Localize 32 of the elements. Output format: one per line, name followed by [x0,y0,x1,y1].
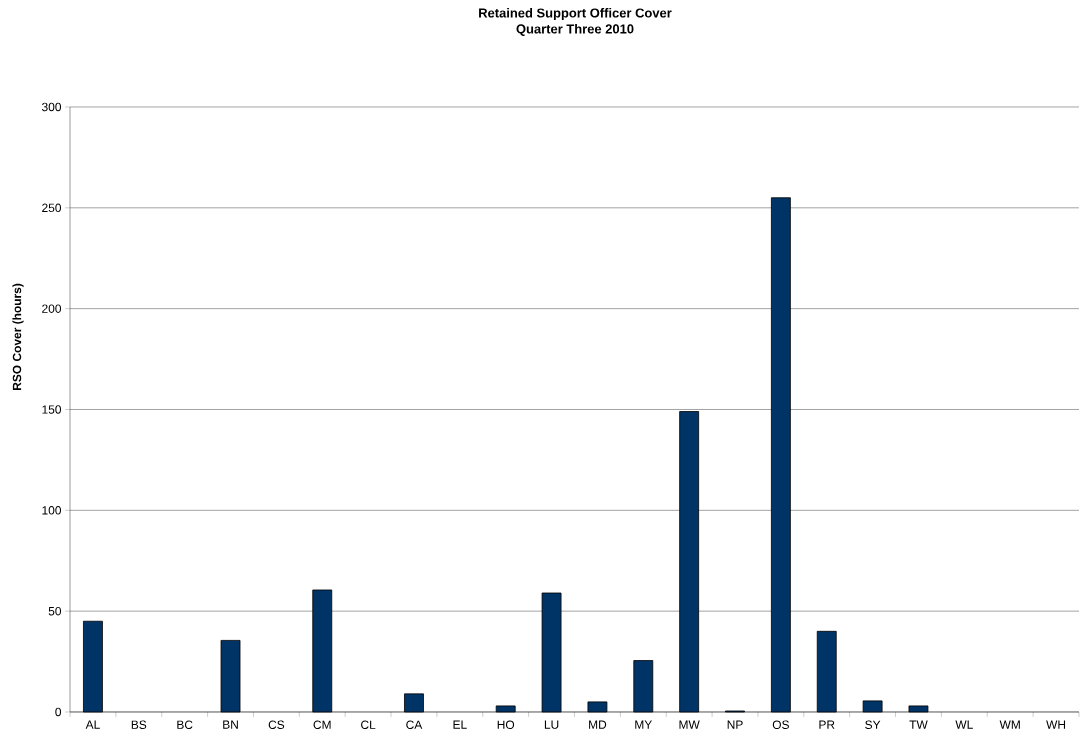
x-tick-label: WM [999,720,1020,729]
x-tick-label: BC [177,720,193,729]
x-tick-label: CM [313,720,331,729]
x-tick-label: EL [453,720,467,729]
y-tick-label: 0 [55,707,62,717]
y-tick-label: 250 [42,203,62,213]
x-tick-label: CA [406,720,423,729]
x-tick-label: CS [268,720,285,729]
y-tick-label: 200 [42,304,62,313]
x-tick-label: TW [909,720,928,729]
x-tick-label: CL [361,720,376,729]
x-tick-label: OS [772,720,789,729]
y-tick-label: 50 [48,606,62,616]
x-tick-label: BS [131,720,147,729]
y-tick-label: 300 [41,102,62,112]
y-axis-title: RSO Cover (hours) [12,283,24,390]
chart-subtitle: Quarter Three 2010 [516,23,634,36]
x-tick-label: WL [955,720,973,729]
y-tick-label: 100 [42,506,62,515]
chart-title: Retained Support Officer Cover [479,8,672,21]
x-tick-label: LU [544,720,559,729]
x-tick-label: AL [85,720,100,729]
x-tick-label: SY [865,720,881,729]
x-tick-label: MD [589,720,607,729]
x-tick-label: NP [727,720,743,729]
y-tick-label: 150 [42,405,62,414]
x-tick-label: PR [819,720,835,729]
x-tick-label: WH [1046,720,1066,729]
x-tick-label: MW [679,720,700,729]
x-tick-label: BN [223,720,238,729]
x-tick-label: HO [497,720,515,729]
x-tick-label: MY [635,720,652,729]
